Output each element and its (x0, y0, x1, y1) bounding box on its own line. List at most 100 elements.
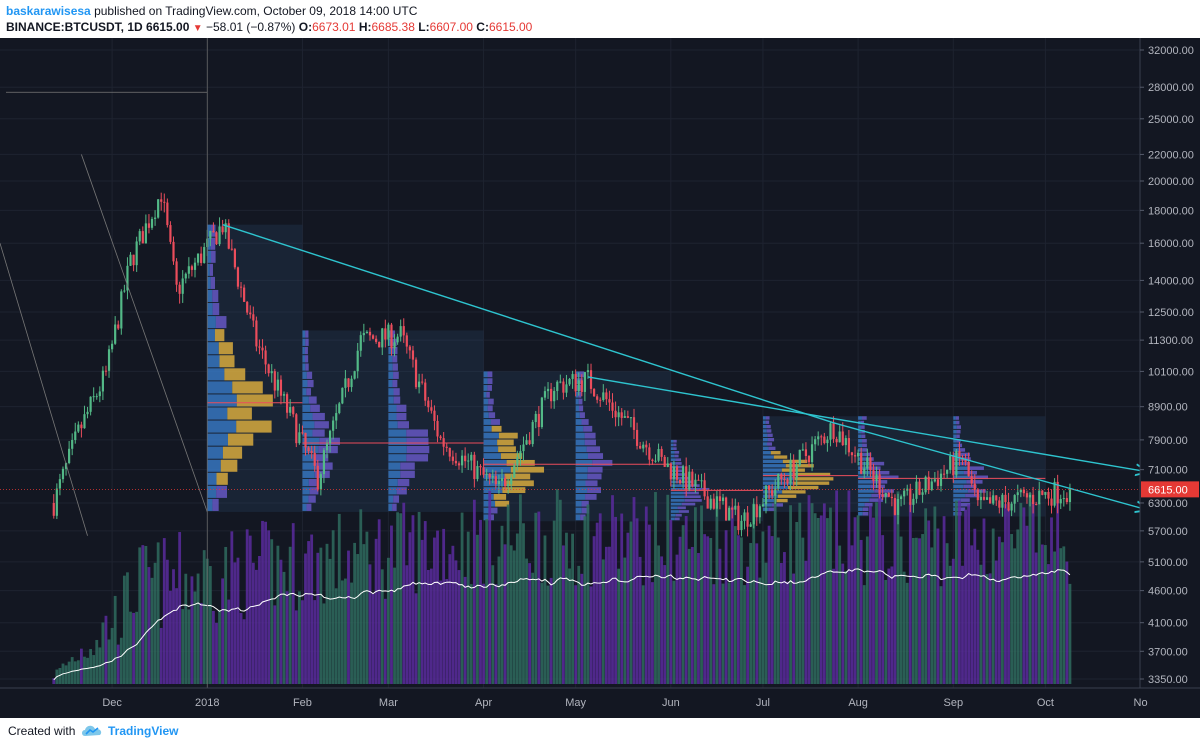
vp-bar-main (688, 487, 710, 491)
vp-bar-main (510, 466, 545, 473)
vp-bar-blue (762, 446, 769, 451)
vp-bar-main (314, 470, 330, 478)
volume-bar (727, 582, 731, 684)
volume-bar (399, 513, 403, 684)
candle-body (694, 479, 697, 487)
vp-bar-blue (207, 316, 216, 329)
vp-bar-main (227, 433, 254, 446)
volume-bar (647, 524, 651, 684)
vp-bar-main (305, 363, 309, 371)
drawing-overlays[interactable] (0, 38, 1147, 688)
candle-body (464, 455, 467, 462)
time-tick-label: Oct (1037, 697, 1054, 709)
candle-body (725, 497, 728, 521)
candle-body (780, 473, 783, 480)
vp-bar-main (960, 498, 970, 502)
candle-body (230, 248, 233, 250)
candle-body (826, 439, 829, 444)
candle-body (55, 488, 58, 516)
candle-body (1053, 481, 1056, 506)
vp-bar-blue (207, 289, 213, 303)
time-tick-label: May (565, 697, 586, 709)
volume-bar (273, 605, 277, 684)
vp-bar-main (392, 503, 397, 511)
candle-body (507, 484, 510, 487)
volume-bar (807, 495, 811, 684)
author-link[interactable]: baskarawisesa (6, 4, 91, 18)
vp-bar-blue (388, 478, 398, 487)
candle-body (319, 474, 322, 490)
candle-body (203, 247, 206, 263)
candle-body (264, 350, 267, 365)
vp-bar-blue (207, 329, 215, 342)
vp-bar-blue (388, 412, 397, 421)
candle-body (783, 479, 786, 481)
vp-bar-blue (302, 412, 313, 421)
vp-bar-main (487, 385, 492, 391)
volume-bar (703, 534, 707, 684)
candle-body (301, 432, 304, 434)
volume-bar (568, 568, 571, 684)
tradingview-brand[interactable]: TradingView (108, 724, 179, 738)
vp-bar-blue (302, 355, 306, 363)
price-chart[interactable]: 32000.00 28000.00 25000.00 22000.00 20000.00… (0, 38, 1200, 718)
vp-bar-main (862, 507, 869, 512)
volume-bar (675, 554, 679, 684)
vp-bar-blue (483, 466, 511, 473)
vp-bar-blue (302, 346, 305, 355)
vp-bar-main (765, 420, 770, 424)
vp-bar-main (965, 493, 980, 498)
vp-bar-blue (762, 416, 766, 420)
candle-body (494, 476, 497, 485)
candle-body (620, 412, 623, 418)
candle-body (510, 477, 513, 485)
vp-bar-blue (483, 487, 503, 494)
price-tick-label: 32000.00 (1148, 45, 1194, 57)
volume-bar (565, 532, 568, 684)
vp-bar-blue (302, 371, 307, 379)
vp-bar-main (487, 405, 493, 412)
volume-bar (792, 573, 796, 684)
volume-bar (604, 546, 608, 684)
volume-bar (212, 610, 215, 684)
volume-bar (859, 539, 863, 684)
volume-bar (282, 571, 286, 684)
vp-bar-blue (953, 475, 969, 480)
open-label: O: (298, 20, 313, 34)
candle-body (68, 448, 71, 464)
vp-bar-main (774, 498, 788, 503)
price-change: −58.01 (−0.87%) (206, 20, 296, 34)
vp-bar-main (585, 480, 598, 487)
vp-bar-blue (302, 495, 309, 503)
volume-bar (417, 511, 421, 684)
vp-bar-blue (302, 363, 306, 371)
volume-bar (884, 579, 888, 684)
chart-area[interactable]: 32000.00 28000.00 25000.00 22000.00 20000.00… (0, 38, 1200, 718)
candle-body (645, 444, 648, 448)
vp-bar-main (767, 437, 775, 442)
vp-bar-main (860, 420, 865, 425)
volume-bar (199, 602, 203, 684)
volume-bar (383, 598, 387, 684)
candle-body (786, 479, 789, 484)
candle-body (252, 314, 255, 321)
volume-bar (586, 504, 590, 684)
volume-bar (76, 660, 80, 684)
candle-body (313, 452, 316, 466)
candle-body (709, 498, 712, 509)
price-axis[interactable]: 32000.00 28000.00 25000.00 22000.00 20000.00… (1139, 38, 1200, 718)
vp-bar-main (391, 330, 395, 338)
vp-bar-main (489, 507, 498, 514)
candle-body (556, 381, 559, 391)
vp-bar-blue (207, 237, 211, 250)
candle-body (1062, 498, 1065, 500)
vp-bar-main (782, 490, 806, 494)
volume-bar (552, 520, 556, 684)
volume-bar (472, 499, 476, 684)
candle-body (927, 476, 930, 490)
price-tick-label: 12500.00 (1148, 307, 1194, 319)
time-axis[interactable]: Dec 2018 Feb Mar Apr May Jun Jul Aug Sep Oct No (0, 687, 1200, 709)
vp-bar-main (397, 478, 410, 487)
candle-body (531, 422, 534, 445)
volume-bar (767, 525, 771, 684)
